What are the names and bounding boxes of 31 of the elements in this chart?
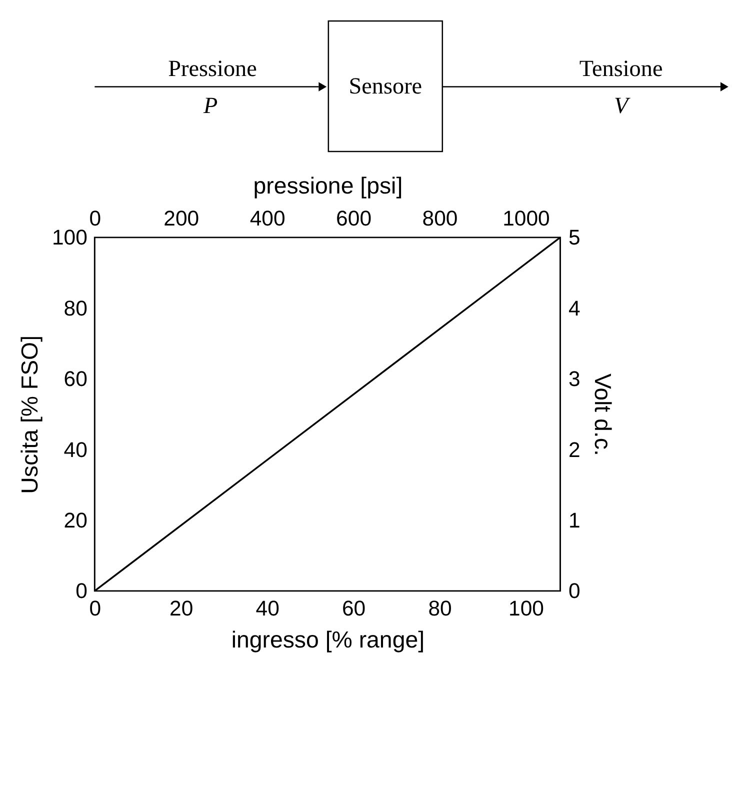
y2-tick-label: 3 (568, 367, 580, 392)
x-tick-label: 20 (170, 596, 194, 621)
x-axis-title: ingresso [% range] (231, 626, 425, 652)
text: V (614, 92, 632, 119)
x-tick-label: 100 (508, 596, 544, 621)
y-tick-label: 20 (64, 508, 88, 532)
x2-axis-title: pressione [psi] (253, 172, 403, 198)
x-tick-label: 80 (428, 596, 452, 621)
text: P (202, 92, 218, 119)
x2-tick-label: 600 (336, 206, 372, 230)
y2-tick-label: 4 (568, 296, 580, 320)
x-tick-label: 60 (342, 596, 366, 621)
y2-axis-title: Volt d.c. (590, 373, 616, 456)
text: Tensione (579, 56, 663, 82)
y-tick-label: 0 (76, 579, 88, 604)
x-tick-label: 40 (256, 596, 280, 621)
y-tick-label: 60 (64, 367, 88, 392)
y2-tick-label: 2 (568, 438, 580, 462)
y-tick-label: 40 (64, 438, 88, 462)
y-axis-title: Uscita [% FSO] (16, 335, 42, 494)
y2-tick-label: 0 (568, 579, 580, 604)
text: Sensore (348, 74, 422, 100)
y-tick-label: 100 (52, 226, 88, 250)
text: Pressione (168, 56, 257, 82)
x2-tick-label: 1000 (502, 206, 550, 230)
y-tick-label: 80 (64, 296, 88, 320)
y2-tick-label: 5 (568, 226, 580, 250)
y2-tick-label: 1 (568, 508, 580, 532)
x2-tick-label: 800 (422, 206, 458, 230)
x2-tick-label: 400 (250, 206, 286, 230)
x2-tick-label: 200 (164, 206, 200, 230)
